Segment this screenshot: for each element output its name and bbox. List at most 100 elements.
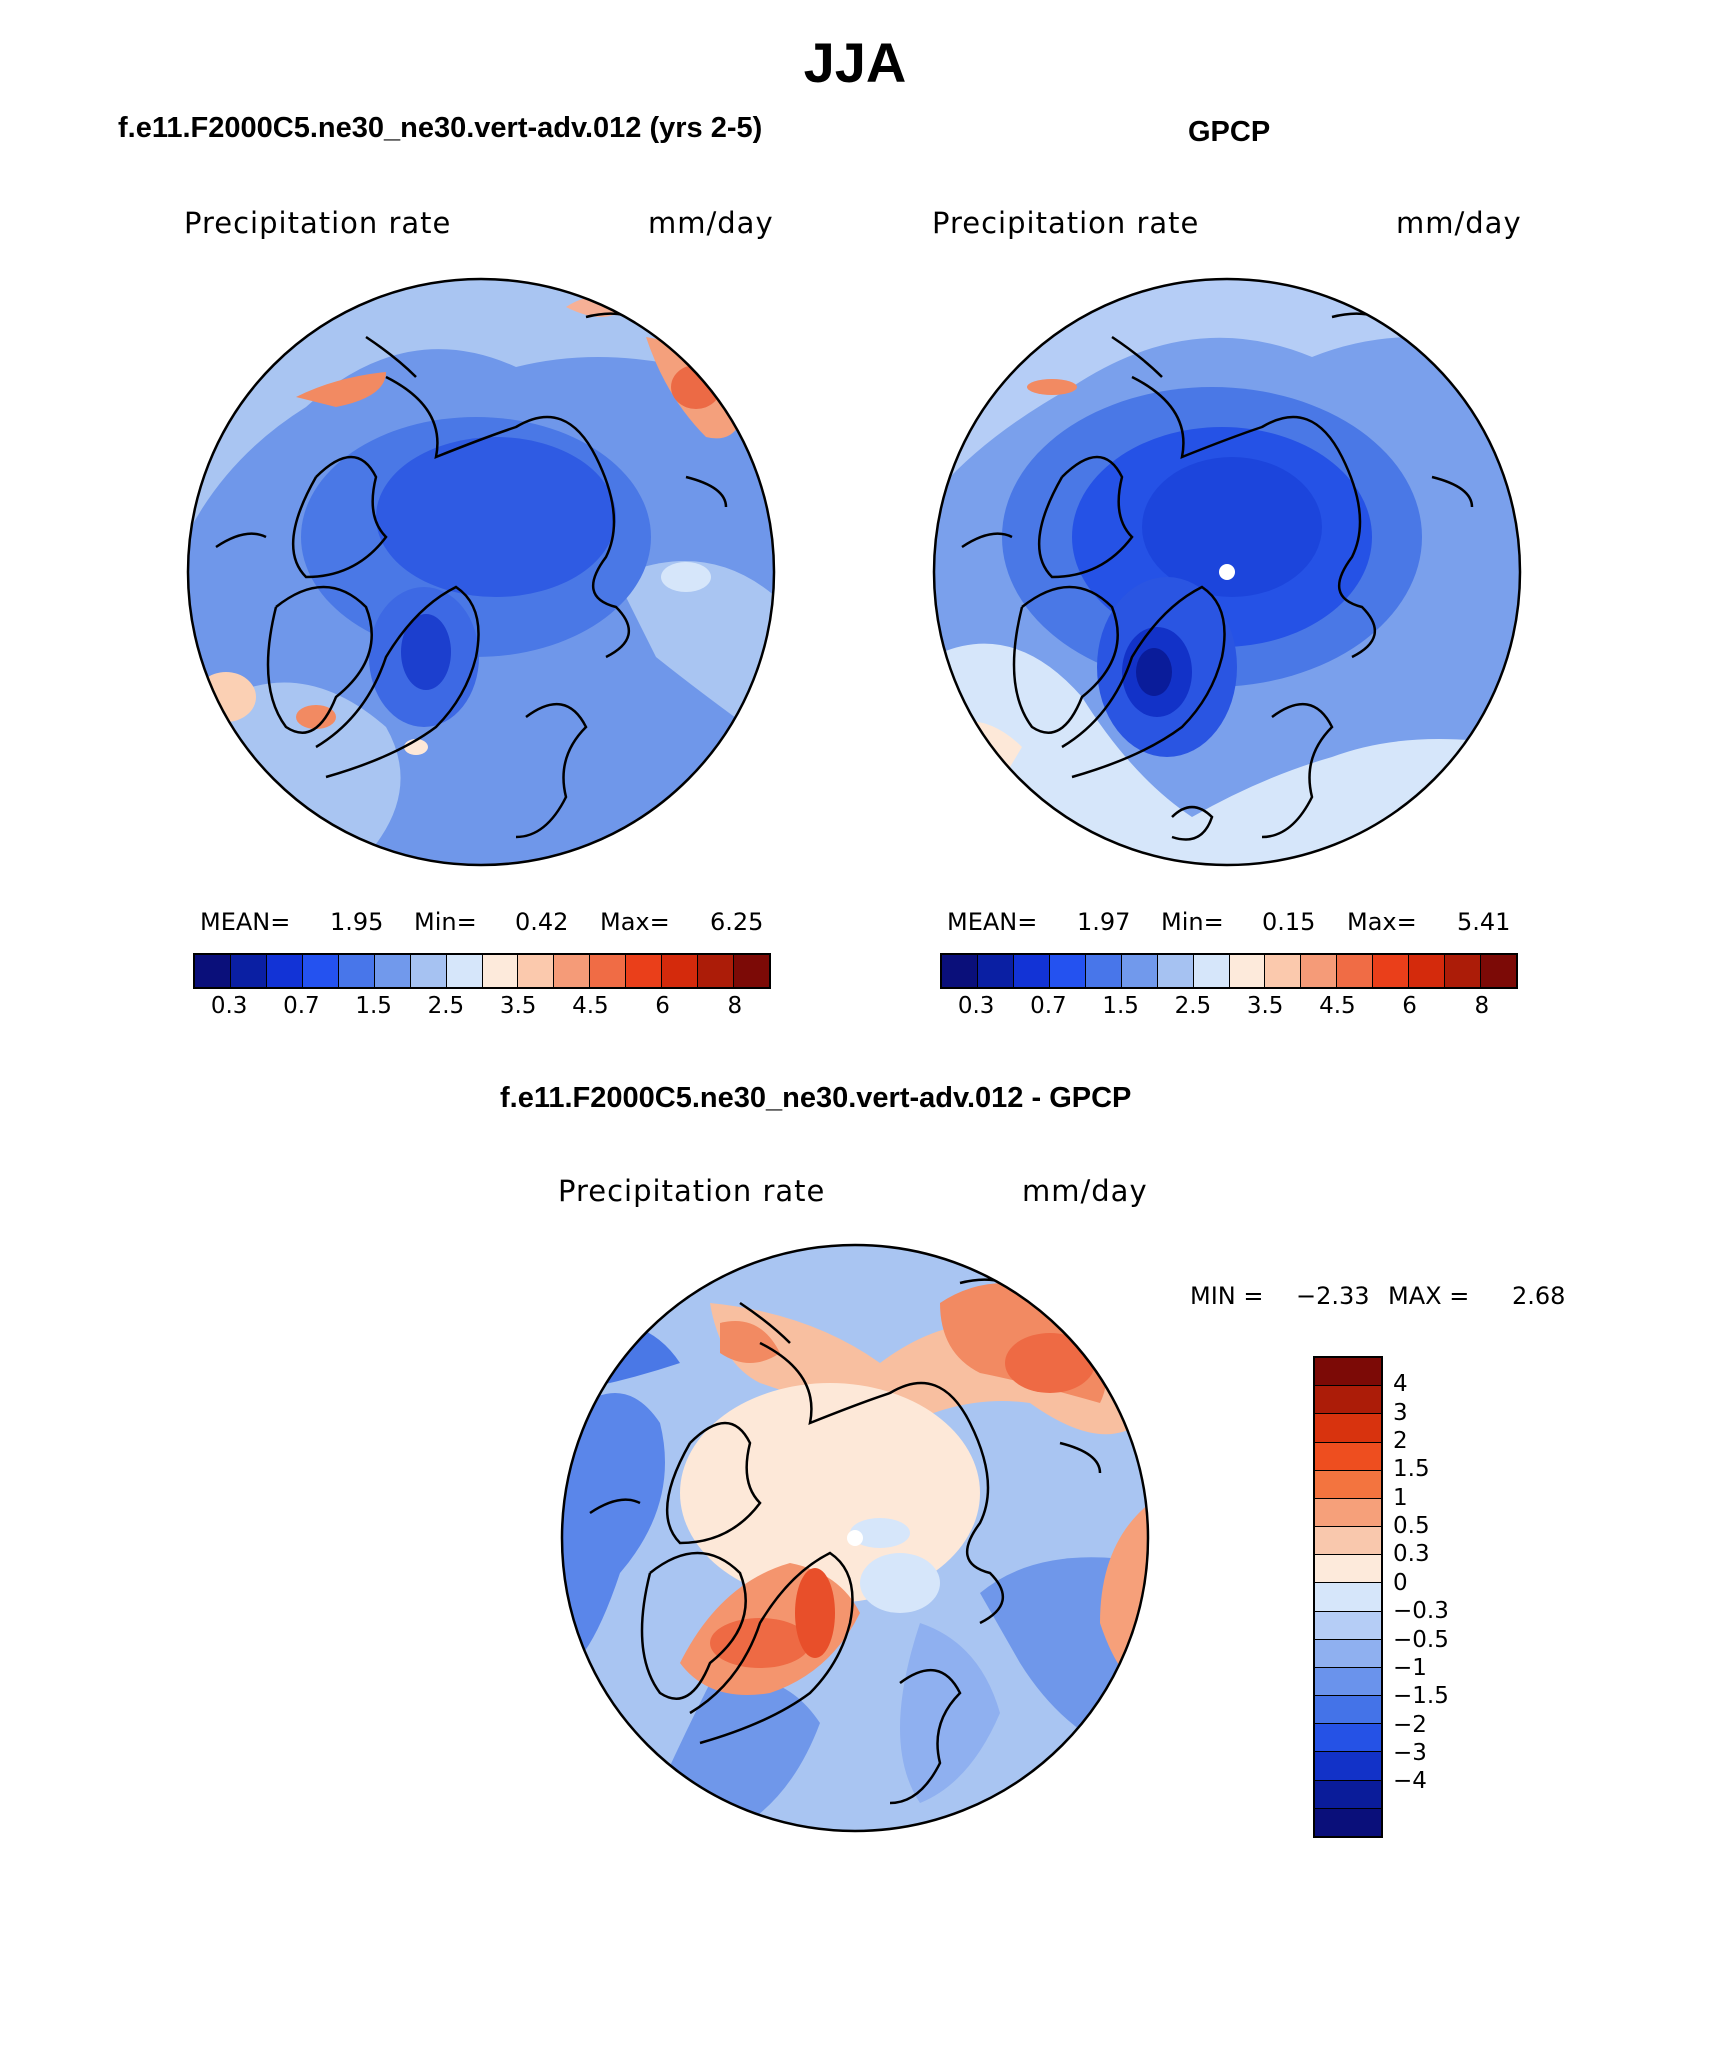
panel1-polar-map bbox=[186, 277, 776, 867]
panel1-min-value: 0.42 bbox=[515, 908, 569, 936]
panel2-max-label: Max= bbox=[1347, 908, 1417, 936]
diff-max-label: MAX = bbox=[1388, 1282, 1470, 1310]
panel1-colorbar-swatch bbox=[734, 955, 769, 987]
diff-min-label: MIN = bbox=[1190, 1282, 1264, 1310]
diff-colorbar-tick-label: 1 bbox=[1393, 1484, 1408, 1511]
panel1-subtitle: f.e11.F2000C5.ne30_ne30.vert-adv.012 (yr… bbox=[118, 112, 763, 144]
diff-colorbar bbox=[1313, 1356, 1383, 1838]
diff-max-value: 2.68 bbox=[1512, 1282, 1566, 1310]
panel1-colorbar-swatch bbox=[230, 955, 267, 987]
diff-colorbar-tick-label: 3 bbox=[1393, 1399, 1408, 1426]
panel2-mean-label: MEAN= bbox=[947, 908, 1038, 936]
diff-colorbar-tick-label: −1 bbox=[1393, 1654, 1427, 1681]
diff-colorbar-swatch bbox=[1315, 1555, 1381, 1584]
panel2-colorbar-swatch bbox=[1373, 955, 1410, 987]
panel2-colorbar-tick-label: 2.5 bbox=[1174, 993, 1212, 1019]
panel2-max-value: 5.41 bbox=[1457, 908, 1511, 936]
panel2-colorbar-swatch bbox=[1337, 955, 1374, 987]
diff-colorbar-tick-label: −0.3 bbox=[1393, 1598, 1449, 1625]
panel2-colorbar-swatch bbox=[1445, 955, 1482, 987]
panel1-mean-value: 1.95 bbox=[330, 908, 384, 936]
diff-colorbar-ticks: 4 3 2 1.5 1 0.5 0.3 0 −0.3 −0.5 −1 −1.5 −2 −3 −4 bbox=[1393, 1356, 1483, 1838]
diff-colorbar-tick-label: 2 bbox=[1393, 1428, 1408, 1455]
diff-colorbar-swatch bbox=[1315, 1583, 1381, 1612]
diff-colorbar-tick-label: 4 bbox=[1393, 1371, 1408, 1398]
panel2-colorbar-tick-label: 8 bbox=[1474, 993, 1490, 1019]
diff-units-label: mm/day bbox=[1022, 1174, 1148, 1208]
diff-colorbar-swatch bbox=[1315, 1470, 1381, 1499]
diff-panel-subtitle: f.e11.F2000C5.ne30_ne30.vert-adv.012 - G… bbox=[500, 1082, 1132, 1114]
panel2-colorbar bbox=[940, 953, 1518, 989]
panel1-colorbar-swatch bbox=[410, 955, 447, 987]
panel2-colorbar-tick-label: 0.7 bbox=[1030, 993, 1067, 1019]
diff-colorbar-swatch bbox=[1315, 1414, 1381, 1443]
diff-colorbar-swatch bbox=[1315, 1752, 1381, 1781]
panel2-colorbar-swatch bbox=[1229, 955, 1266, 987]
panel1-variable-label: Precipitation rate bbox=[184, 206, 452, 240]
panel1-colorbar-tick-label: 8 bbox=[727, 993, 743, 1019]
panel2-colorbar-swatch bbox=[1265, 955, 1302, 987]
panel2-colorbar-tick-label: 1.5 bbox=[1102, 993, 1139, 1019]
panel2-colorbar-swatch bbox=[1013, 955, 1050, 987]
panel2-colorbar-tick-label: 6 bbox=[1402, 993, 1417, 1019]
panel2-polar-map bbox=[932, 277, 1522, 867]
diff-colorbar-tick-label: 0.3 bbox=[1393, 1541, 1430, 1568]
panel1-max-label: Max= bbox=[600, 908, 670, 936]
diff-colorbar-swatch bbox=[1315, 1611, 1381, 1640]
diff-colorbar-tick-label: 1.5 bbox=[1393, 1456, 1430, 1483]
diff-colorbar-swatch bbox=[1315, 1724, 1381, 1753]
panel2-colorbar-swatch bbox=[1193, 955, 1230, 987]
panel2-colorbar-swatch bbox=[1085, 955, 1122, 987]
panel1-colorbar-ticks: 0.3 0.7 1.5 2.5 3.5 4.5 6 8 bbox=[193, 993, 771, 1023]
panel2-colorbar-swatch bbox=[1121, 955, 1158, 987]
diff-colorbar-swatch bbox=[1315, 1696, 1381, 1725]
panel2-mean-value: 1.97 bbox=[1077, 908, 1131, 936]
panel2-colorbar-swatch bbox=[977, 955, 1014, 987]
panel2-colorbar-swatch bbox=[1301, 955, 1338, 987]
diff-colorbar-swatch bbox=[1315, 1780, 1381, 1809]
panel1-colorbar-tick-label: 0.3 bbox=[210, 993, 248, 1019]
panel1-colorbar-swatch bbox=[374, 955, 411, 987]
panel1-mean-label: MEAN= bbox=[200, 908, 291, 936]
panel2-colorbar-swatch bbox=[1157, 955, 1194, 987]
diff-colorbar-swatch bbox=[1315, 1498, 1381, 1528]
panel1-colorbar-swatch bbox=[446, 955, 483, 987]
panel1-colorbar-tick-label: 0.7 bbox=[283, 993, 320, 1019]
panel1-colorbar-swatch bbox=[518, 955, 555, 987]
panel1-units-label: mm/day bbox=[648, 206, 774, 240]
panel1-min-label: Min= bbox=[414, 908, 477, 936]
panel2-colorbar-swatch bbox=[1049, 955, 1086, 987]
panel1-colorbar-tick-label: 4.5 bbox=[572, 993, 609, 1019]
panel2-colorbar-tick-label: 3.5 bbox=[1246, 993, 1284, 1019]
panel1-colorbar-tick-label: 6 bbox=[655, 993, 670, 1019]
diff-colorbar-tick-label: −0.5 bbox=[1393, 1626, 1449, 1653]
diff-colorbar-swatch bbox=[1315, 1442, 1381, 1471]
panel1-colorbar-tick-label: 2.5 bbox=[427, 993, 465, 1019]
panel2-units-label: mm/day bbox=[1396, 206, 1522, 240]
panel1-colorbar-swatch bbox=[662, 955, 699, 987]
page-title: JJA bbox=[803, 31, 907, 94]
diff-colorbar-swatch bbox=[1315, 1808, 1381, 1836]
panel1-colorbar bbox=[193, 953, 771, 989]
diff-polar-map bbox=[560, 1243, 1150, 1833]
panel1-colorbar-swatch bbox=[554, 955, 591, 987]
panel2-min-label: Min= bbox=[1161, 908, 1224, 936]
diff-colorbar-tick-label: −1.5 bbox=[1393, 1683, 1449, 1710]
panel2-colorbar-swatch bbox=[1481, 955, 1516, 987]
panel1-colorbar-swatch bbox=[195, 955, 231, 987]
panel2-colorbar-tick-label: 4.5 bbox=[1319, 993, 1356, 1019]
diff-colorbar-swatch bbox=[1315, 1386, 1381, 1415]
panel2-variable-label: Precipitation rate bbox=[932, 206, 1200, 240]
panel1-colorbar-swatch bbox=[590, 955, 627, 987]
diff-colorbar-swatch bbox=[1315, 1358, 1381, 1387]
diff-colorbar-swatch bbox=[1315, 1527, 1381, 1556]
panel2-colorbar-swatch bbox=[942, 955, 978, 987]
diff-colorbar-tick-label: −3 bbox=[1393, 1739, 1427, 1766]
panel1-colorbar-swatch bbox=[338, 955, 375, 987]
diff-colorbar-swatch bbox=[1315, 1667, 1381, 1697]
diff-variable-label: Precipitation rate bbox=[558, 1174, 826, 1208]
panel2-min-value: 0.15 bbox=[1262, 908, 1316, 936]
diff-min-value: −2.33 bbox=[1296, 1282, 1370, 1310]
panel2-subtitle: GPCP bbox=[1188, 116, 1271, 148]
panel1-colorbar-swatch bbox=[302, 955, 339, 987]
